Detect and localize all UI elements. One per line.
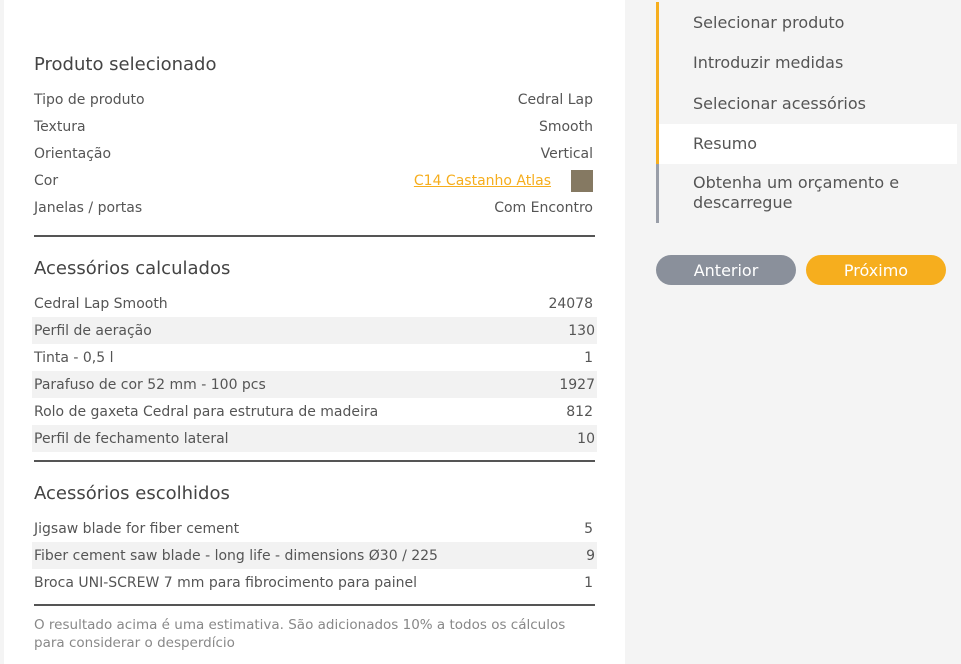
table-row: Parafuso de cor 52 mm - 100 pcs 1927	[32, 371, 597, 398]
table-row: Jigsaw blade for fiber cement 5	[34, 515, 595, 542]
table-row: Rolo de gaxeta Cedral para estrutura de …	[34, 398, 595, 425]
table-row: Textura Smooth	[34, 113, 595, 140]
color-swatch	[571, 169, 593, 192]
row-value: Cedral Lap	[517, 91, 593, 108]
table-row: Orientação Vertical	[34, 140, 595, 167]
row-label: Perfil de fechamento lateral	[34, 430, 229, 447]
row-value: 10	[577, 430, 595, 447]
row-label: Cor	[34, 172, 59, 189]
table-row: Perfil de fechamento lateral 10	[32, 425, 597, 452]
row-label: Perfil de aeração	[34, 322, 152, 339]
row-label: Broca UNI-SCREW 7 mm para fibrocimento p…	[34, 574, 418, 591]
row-value: Vertical	[540, 145, 593, 162]
row-label: Jigsaw blade for fiber cement	[34, 520, 240, 537]
row-label: Cedral Lap Smooth	[34, 295, 168, 312]
table-row: Cor C14 Castanho Atlas	[34, 167, 595, 194]
step-summary[interactable]: Resumo	[656, 123, 957, 164]
step-measurements[interactable]: Introduzir medidas	[656, 42, 957, 83]
row-value: 812	[566, 403, 593, 420]
row-value: Com Encontro	[494, 199, 593, 216]
table-row: Fiber cement saw blade - long life - dim…	[32, 542, 597, 569]
step-select-product[interactable]: Selecionar produto	[656, 2, 957, 43]
row-label: Tinta - 0,5 l	[34, 349, 114, 366]
next-button[interactable]: Próximo	[806, 255, 946, 285]
estimate-note: O resultado acima é uma estimativa. São …	[34, 617, 566, 651]
table-row: Broca UNI-SCREW 7 mm para fibrocimento p…	[34, 569, 595, 596]
row-value: 1	[584, 574, 593, 591]
calculated-title: Acessórios calculados	[34, 258, 231, 279]
row-label: Rolo de gaxeta Cedral para estrutura de …	[34, 403, 379, 420]
step-quote[interactable]: Obtenha um orçamento e descarregue	[656, 164, 957, 223]
row-label: Textura	[34, 118, 86, 135]
row-label: Parafuso de cor 52 mm - 100 pcs	[34, 376, 266, 393]
table-row: Perfil de aeração 130	[32, 317, 597, 344]
divider	[34, 604, 595, 606]
stepper: Selecionar produto Introduzir medidas Se…	[656, 2, 957, 223]
divider	[34, 235, 595, 237]
row-value: 1	[584, 349, 593, 366]
previous-button[interactable]: Anterior	[656, 255, 796, 285]
row-label: Fiber cement saw blade - long life - dim…	[34, 547, 438, 564]
color-link[interactable]: C14 Castanho Atlas	[413, 172, 551, 189]
row-value: Smooth	[538, 118, 593, 135]
row-label: Tipo de produto	[34, 91, 145, 108]
row-value: 130	[568, 322, 595, 339]
table-row: Janelas / portas Com Encontro	[34, 194, 595, 221]
table-row: Tinta - 0,5 l 1	[34, 344, 595, 371]
step-accessories[interactable]: Selecionar acessórios	[656, 83, 957, 124]
row-value: 24078	[548, 295, 593, 312]
row-value: 9	[586, 547, 595, 564]
table-row: Tipo de produto Cedral Lap	[34, 86, 595, 113]
summary-card: Produto selecionado Tipo de produto Cedra…	[4, 0, 625, 664]
row-value: 5	[584, 520, 593, 537]
product-title: Produto selecionado	[34, 54, 217, 75]
color-value: C14 Castanho Atlas	[413, 169, 593, 192]
chosen-title: Acessórios escolhidos	[34, 483, 230, 504]
divider	[34, 460, 595, 462]
table-row: Cedral Lap Smooth 24078	[34, 290, 595, 317]
row-label: Orientação	[34, 145, 112, 162]
row-value: 1927	[559, 376, 595, 393]
row-label: Janelas / portas	[34, 199, 143, 216]
